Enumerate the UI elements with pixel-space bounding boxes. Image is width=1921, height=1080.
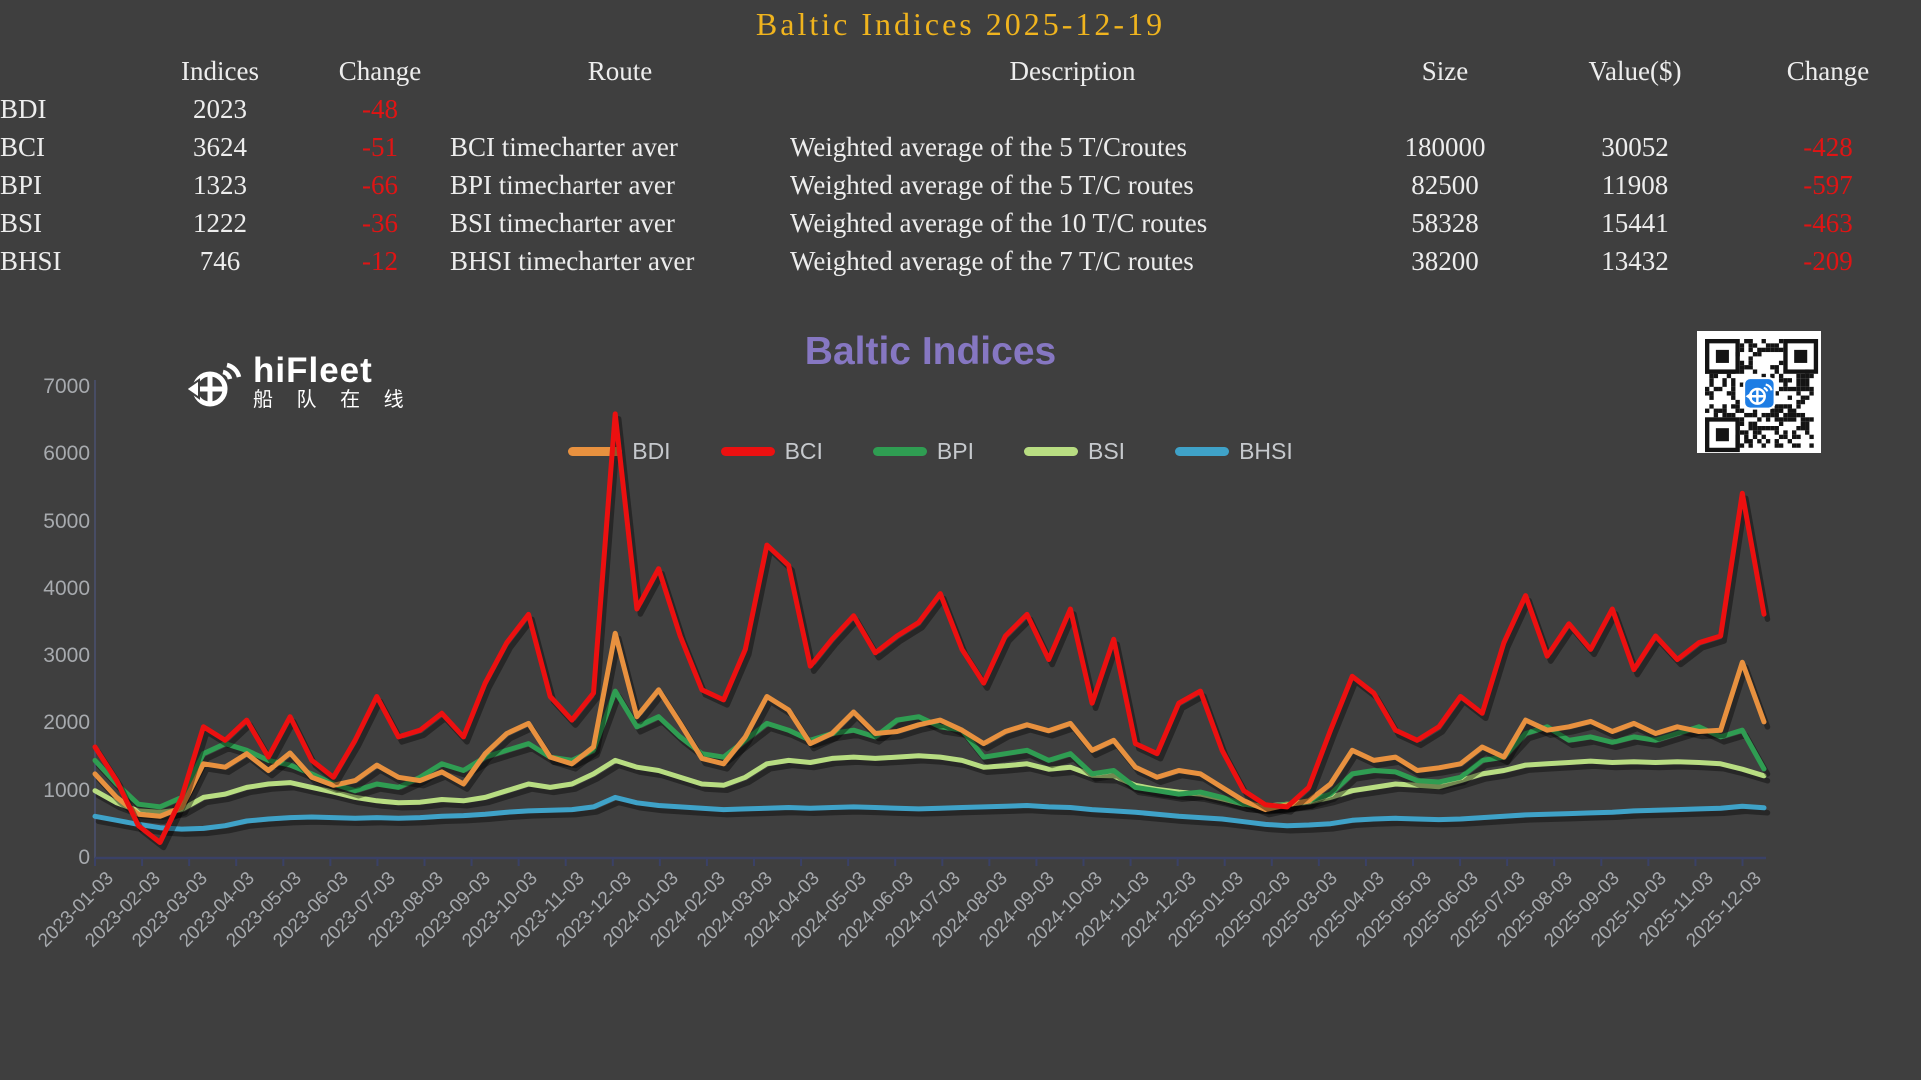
indices-table: Indices Change Route Description Size Value($… (0, 52, 1921, 280)
series-line-BDI (92, 630, 1767, 819)
series-line-BCI (92, 411, 1767, 845)
table-row-BSI: BSI 1222 -36 BSI timecharter aver Weighted a… (0, 204, 1921, 242)
legend-item-BHSI[interactable]: BHSI (1175, 438, 1293, 465)
index-change-BCI: -51 (362, 131, 398, 162)
logo-name: hiFleet (253, 351, 373, 390)
col-header-Value($): Value($) (1588, 55, 1682, 86)
col-header-Size: Size (1421, 55, 1469, 86)
hifleet-logo: hiFleet 船 队 在 线 (183, 352, 413, 414)
index-change-BPI: -66 (362, 169, 398, 200)
row-label-BDI: BDI (0, 93, 47, 124)
col-header-Route: Route (587, 55, 653, 86)
legend-label-BPI: BPI (936, 438, 974, 464)
series-shadow-BHSI (95, 799, 1771, 837)
index-value-BPI: 1323 (193, 169, 247, 200)
index-value-BCI: 3624 (193, 131, 247, 162)
qr-pattern (1705, 339, 1819, 453)
value-change-BSI: -463 (1803, 207, 1853, 238)
description-BPI: Weighted average of the 5 T/C routes (790, 169, 1194, 200)
y-axis-label-7000: 7000 (43, 375, 90, 398)
y-axis-label-3000: 3000 (43, 644, 90, 668)
series-shadow-BSI (95, 757, 1771, 820)
route-BSI: BSI timecharter aver (450, 207, 675, 238)
col-header-Description: Description (1009, 55, 1136, 86)
index-change-BSI: -36 (362, 207, 398, 238)
description-BHSI: Weighted average of the 7 T/C routes (790, 245, 1194, 276)
col-header-Indices: Indices (181, 55, 259, 86)
value-change-BPI: -597 (1803, 169, 1853, 200)
description-BCI: Weighted average of the 5 T/Croutes (790, 131, 1187, 162)
series-line-BSI (92, 753, 1767, 815)
route-BHSI: BHSI timecharter aver (450, 245, 695, 276)
row-label-BPI: BPI (0, 169, 43, 200)
y-axis-label-2000: 2000 (43, 711, 90, 735)
index-value-BDI: 2023 (193, 93, 247, 124)
row-label-BHSI: BHSI (0, 245, 62, 276)
chart-title: Baltic Indices (804, 330, 1057, 373)
col-header-Change: Change (1786, 55, 1870, 86)
legend-item-BPI[interactable]: BPI (872, 438, 974, 465)
series-line-BHSI (92, 794, 1767, 832)
legend-label-BSI: BSI (1088, 438, 1126, 464)
value-change-BCI: -428 (1803, 131, 1853, 162)
col-header-Change: Change (338, 55, 422, 86)
legend-item-BDI[interactable]: BDI (568, 438, 671, 465)
size-BHSI: 38200 (1411, 245, 1479, 276)
legend-label-BHSI: BHSI (1239, 438, 1293, 464)
table-row-BPI: BPI 1323 -66 BPI timecharter aver Weighted a… (0, 166, 1921, 204)
legend-marker-BSI (1024, 447, 1078, 456)
hifleet-globe-icon (184, 362, 242, 407)
qr-code (1697, 331, 1821, 453)
y-axis-label-0: 0 (78, 846, 90, 869)
size-BCI: 180000 (1404, 131, 1486, 162)
series-shadow-BCI (95, 416, 1771, 851)
index-change-BDI: -48 (362, 93, 398, 124)
row-label-BSI: BSI (0, 207, 43, 238)
table-row-BCI: BCI 3624 -51 BCI timecharter aver Weighted a… (0, 128, 1921, 166)
table-row-BDI: BDI 2023 -48 (0, 90, 1921, 128)
row-label-BCI: BCI (0, 131, 46, 162)
route-BCI: BCI timecharter aver (450, 131, 678, 162)
legend-label-BDI: BDI (632, 438, 671, 464)
logo-subtitle: 船 队 在 线 (253, 389, 413, 411)
value-BHSI: 13432 (1601, 245, 1669, 276)
description-BSI: Weighted average of the 10 T/C routes (790, 207, 1208, 238)
size-BPI: 82500 (1411, 169, 1479, 200)
series-shadow-BDI (95, 635, 1771, 825)
y-axis-label-4000: 4000 (43, 576, 90, 600)
y-axis-label-6000: 6000 (43, 442, 90, 466)
legend-marker-BPI (872, 447, 927, 456)
index-change-BHSI: -12 (362, 245, 398, 276)
size-BSI: 58328 (1411, 207, 1479, 238)
index-value-BHSI: 746 (199, 245, 241, 276)
legend-label-BCI: BCI (784, 438, 823, 464)
indices-table-header: Indices Change Route Description Size Value($… (0, 52, 1921, 90)
legend-marker-BDI (568, 447, 623, 456)
legend-item-BSI[interactable]: BSI (1024, 438, 1125, 465)
value-BPI: 11908 (1601, 169, 1669, 200)
route-BPI: BPI timecharter aver (450, 169, 675, 200)
report-title: Baltic Indices 2025-12-19 (755, 6, 1166, 42)
legend-marker-BHSI (1175, 447, 1230, 456)
legend-item-BCI[interactable]: BCI (720, 438, 823, 465)
series-shadow-BPI (95, 693, 1771, 815)
value-BSI: 15441 (1601, 207, 1669, 238)
legend-marker-BCI (720, 447, 775, 456)
chart-legend: BDI BCI BPI BSI BHSI (95, 438, 1766, 465)
indices-table-body: BDI 2023 -48 BCI 3624 -51 BCI timecharter aver… (0, 90, 1921, 280)
index-value-BSI: 1222 (193, 207, 247, 238)
value-BCI: 30052 (1601, 131, 1669, 162)
value-change-BHSI: -209 (1803, 245, 1853, 276)
y-axis-label-1000: 1000 (43, 778, 90, 802)
y-axis-label-5000: 5000 (43, 509, 90, 533)
table-row-BHSI: BHSI 746 -12 BHSI timecharter aver Weighted … (0, 242, 1921, 280)
